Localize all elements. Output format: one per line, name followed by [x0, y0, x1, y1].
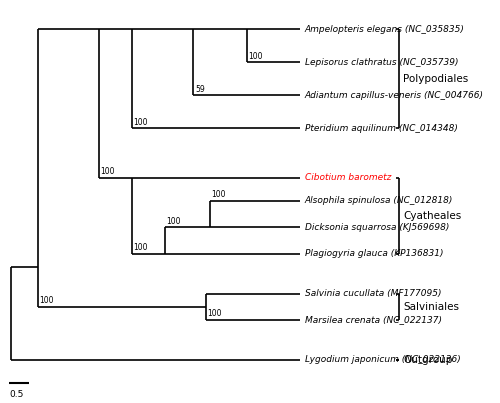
Text: 100: 100	[134, 118, 148, 127]
Text: Adiantum capillus-veneris (NC_004766): Adiantum capillus-veneris (NC_004766)	[304, 91, 484, 100]
Text: Cyatheales: Cyatheales	[403, 211, 462, 221]
Text: Marsilea crenata (NC_022137): Marsilea crenata (NC_022137)	[304, 316, 442, 324]
Text: 100: 100	[212, 190, 226, 199]
Text: Plagiogyria glauca (KP136831): Plagiogyria glauca (KP136831)	[304, 249, 443, 258]
Text: 59: 59	[195, 85, 204, 93]
Text: Ampelopteris elegans (NC_035835): Ampelopteris elegans (NC_035835)	[304, 25, 464, 34]
Text: Alsophila spinulosa (NC_012818): Alsophila spinulosa (NC_012818)	[304, 197, 453, 206]
Text: Lepisorus clathratus (NC_035739): Lepisorus clathratus (NC_035739)	[304, 58, 458, 67]
Text: Lygodium japonicum (NC_022136): Lygodium japonicum (NC_022136)	[304, 355, 460, 364]
Text: Cibotium barometz: Cibotium barometz	[304, 173, 391, 183]
Text: 100: 100	[207, 309, 222, 318]
Text: Salvinia cucullata (MF177095): Salvinia cucullata (MF177095)	[304, 289, 441, 298]
Text: Polypodiales: Polypodiales	[403, 74, 468, 84]
Text: Salviniales: Salviniales	[403, 302, 459, 312]
Text: 100: 100	[166, 217, 181, 226]
Text: 0.5: 0.5	[9, 390, 24, 399]
Text: Outgroup: Outgroup	[403, 355, 452, 365]
Text: 100: 100	[248, 52, 262, 60]
Text: 100: 100	[100, 167, 115, 176]
Text: 100: 100	[39, 296, 54, 305]
Text: 100: 100	[134, 243, 148, 252]
Text: Pteridium aquilinum (NC_014348): Pteridium aquilinum (NC_014348)	[304, 124, 458, 133]
Text: Dicksonia squarrosa (KJ569698): Dicksonia squarrosa (KJ569698)	[304, 223, 449, 232]
